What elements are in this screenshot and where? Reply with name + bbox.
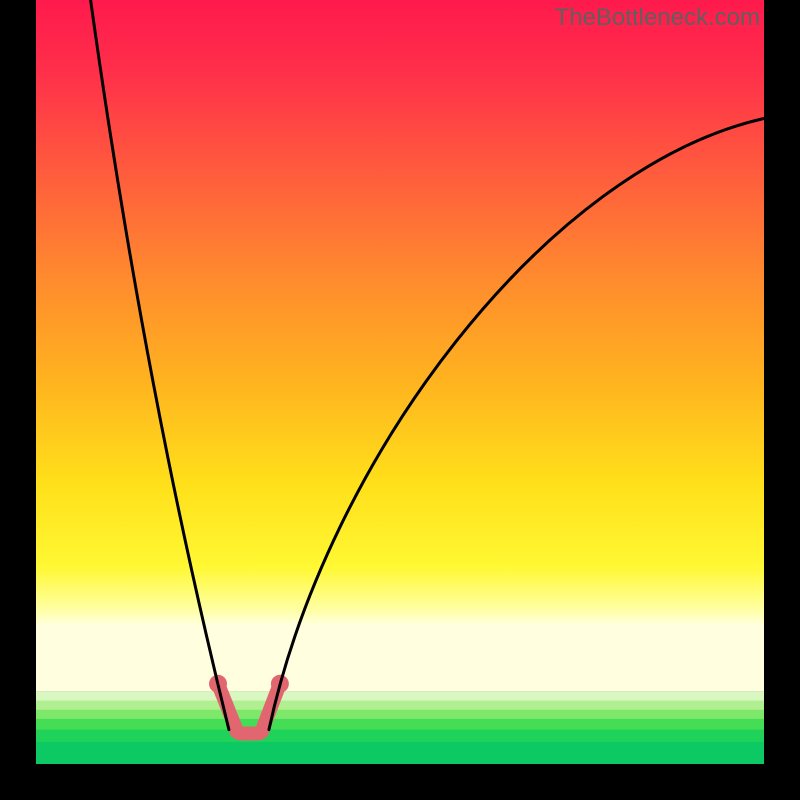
green-strip: [36, 730, 764, 743]
green-strip: [36, 719, 764, 730]
watermark-text: TheBottleneck.com: [555, 4, 760, 32]
green-strip: [36, 710, 764, 720]
plot-area: [36, 0, 764, 764]
green-strip: [36, 701, 764, 711]
green-strip: [36, 742, 764, 764]
figure-root: TheBottleneck.com: [0, 0, 800, 800]
plot-svg: [36, 0, 764, 764]
green-strip: [36, 691, 764, 701]
